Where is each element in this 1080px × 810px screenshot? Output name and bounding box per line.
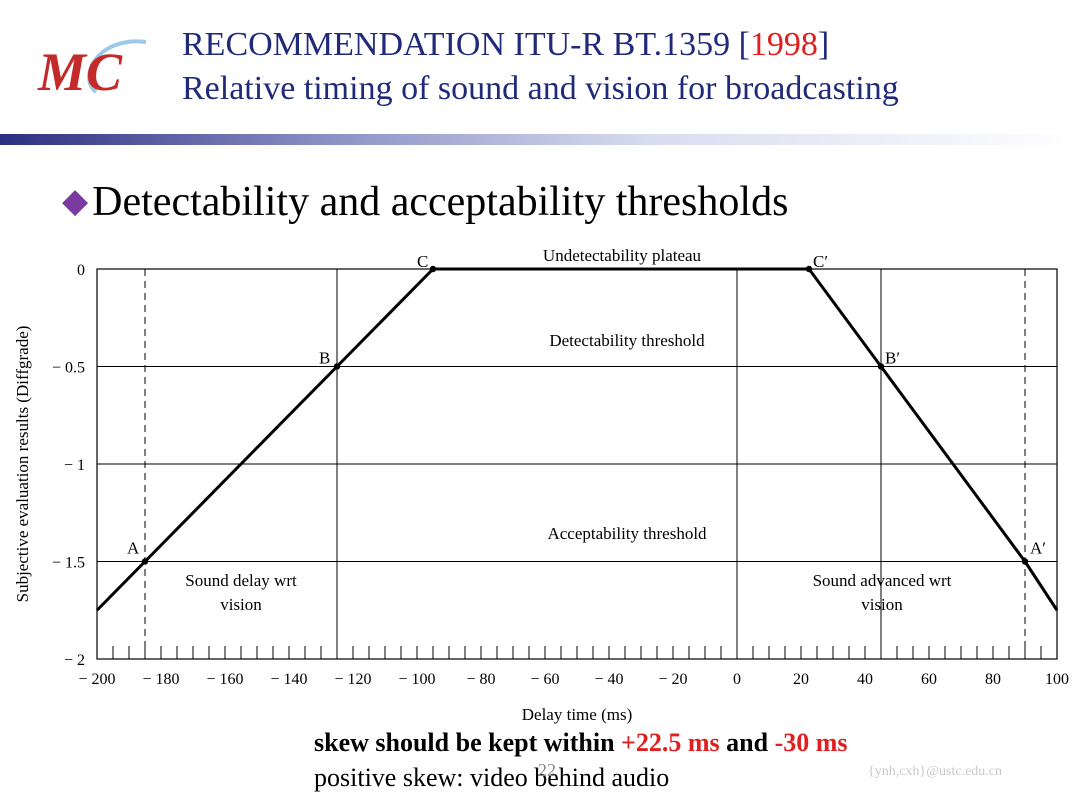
y-tick-label: − 0.5 xyxy=(52,360,85,377)
point-label: C′ xyxy=(813,252,828,271)
x-tick-label: − 200 xyxy=(78,671,115,688)
data-point xyxy=(333,363,341,370)
footer-email: {ynh,cxh}@ustc.edu.cn xyxy=(868,764,1003,779)
skew-positive-value: +22.5 ms xyxy=(621,728,720,757)
annotation-sound-advanced-vision: vision xyxy=(861,595,903,614)
threshold-chart: ABC C′B′A′− 200− 180− 160− 140− 120− 100−… xyxy=(13,246,1069,724)
data-point xyxy=(805,265,813,273)
annotation-sound-delay-vision: vision xyxy=(220,595,262,614)
y-tick-label: − 2 xyxy=(64,652,85,669)
data-point xyxy=(1021,558,1029,565)
point-label: C xyxy=(417,252,428,271)
x-tick-label: 80 xyxy=(985,671,1001,688)
data-point xyxy=(877,363,885,370)
bullet-text: Detectability and acceptability threshol… xyxy=(92,179,789,225)
x-tick-label: − 20 xyxy=(658,671,687,688)
annotation-sound-advanced: Sound advanced wrt xyxy=(813,571,952,590)
bullet-item: ◆Detectability and acceptability thresho… xyxy=(62,178,788,226)
x-tick-label: − 60 xyxy=(530,671,559,688)
series-line xyxy=(95,267,1059,612)
annotation-undetectability-plateau: Undetectability plateau xyxy=(543,246,702,265)
chart-series xyxy=(95,267,1059,612)
skew-negative-value: -30 ms xyxy=(774,728,848,757)
annotation-sound-delay: Sound delay wrt xyxy=(185,571,297,590)
y-tick-label: − 1 xyxy=(64,457,85,474)
x-tick-label: − 160 xyxy=(206,671,243,688)
y-axis-label: Subjective evaluation results (Diffgrade… xyxy=(13,326,32,603)
data-point xyxy=(429,265,437,273)
slide-title-line2: Relative timing of sound and vision for … xyxy=(182,70,899,107)
x-tick-label: 60 xyxy=(921,671,937,688)
slide-title-line1: RECOMMENDATION ITU-R BT.1359 [1998] xyxy=(182,26,830,63)
point-label: B′ xyxy=(885,349,900,368)
x-tick-label: 100 xyxy=(1045,671,1069,688)
title-divider-bar xyxy=(0,134,1080,145)
diamond-bullet-icon: ◆ xyxy=(62,183,89,220)
x-tick-label: 20 xyxy=(793,671,809,688)
x-tick-label: 0 xyxy=(733,671,741,688)
y-tick-label: − 1.5 xyxy=(52,555,85,572)
x-axis-label: Delay time (ms) xyxy=(522,705,632,724)
mc-logo: MC xyxy=(37,39,147,102)
logo-text: MC xyxy=(37,42,123,102)
annotation-detectability-threshold: Detectability threshold xyxy=(549,331,705,350)
x-tick-label: 40 xyxy=(857,671,873,688)
skew-definition: positive skew: video behind audio xyxy=(314,763,670,792)
point-label: A′ xyxy=(1030,539,1046,558)
chart-grid xyxy=(97,269,1057,659)
annotation-acceptability-threshold: Acceptability threshold xyxy=(547,524,707,543)
x-tick-label: − 100 xyxy=(398,671,435,688)
x-tick-label: − 40 xyxy=(594,671,623,688)
x-tick-label: − 140 xyxy=(270,671,307,688)
x-tick-label: − 120 xyxy=(334,671,371,688)
chart-points xyxy=(141,265,1029,565)
x-tick-label: − 80 xyxy=(466,671,495,688)
point-label: B xyxy=(319,349,330,368)
x-tick-label: − 180 xyxy=(142,671,179,688)
page-number: 22 xyxy=(538,760,556,780)
point-label: A xyxy=(127,539,140,558)
data-point xyxy=(141,558,149,565)
y-tick-label: 0 xyxy=(77,262,85,279)
x-minor-ticks xyxy=(96,646,1058,659)
skew-note: skew should be kept within +22.5 ms and … xyxy=(314,728,848,757)
chart-labels: ABC C′B′A′− 200− 180− 160− 140− 120− 100−… xyxy=(13,246,1069,724)
title-year: 1998 xyxy=(749,26,818,63)
